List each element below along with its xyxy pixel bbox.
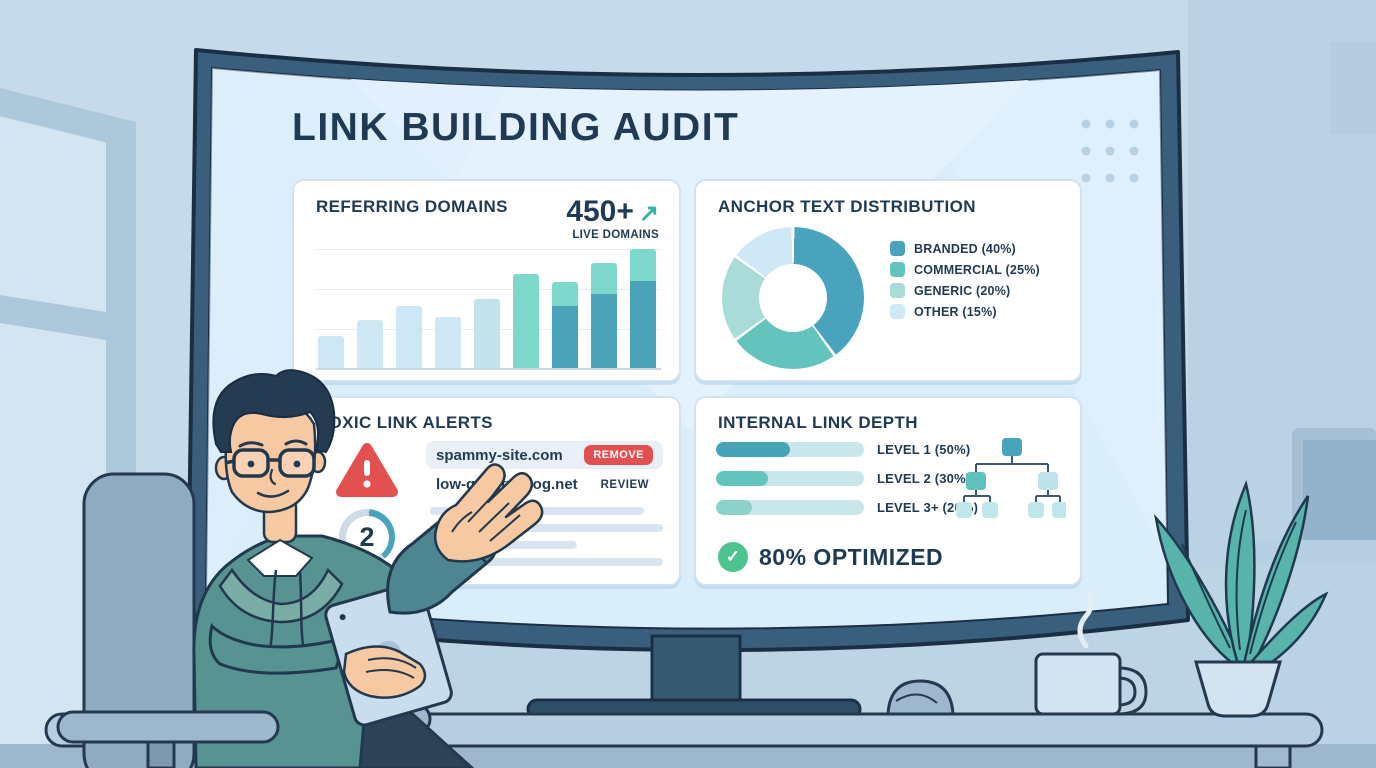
stat-value: 450+	[566, 195, 634, 228]
page-title: LINK BUILDING AUDIT	[292, 106, 740, 149]
legend-swatch	[890, 283, 905, 298]
legend-swatch	[890, 304, 905, 319]
bar-series	[318, 249, 659, 368]
legend-item: BRANDED (40%)	[890, 241, 1040, 256]
depth-bars: LEVEL 1 (50%) LEVEL 2 (30%) LEVEL 3+ (20…	[716, 442, 978, 529]
card-title-referring-domains: REFERRING DOMAINS	[316, 197, 508, 216]
link-tree-diagram	[956, 438, 1066, 518]
toxic-link-row[interactable]: low-quality-blog.net REVIEW	[426, 472, 663, 497]
referring-domains-header: REFERRING DOMAINS 450+ ↗ LIVE DOMAINS	[294, 181, 679, 242]
depth-row: LEVEL 3+ (20%)	[716, 500, 978, 515]
referring-domains-card: REFERRING DOMAINS 450+ ↗ LIVE DOMAINS	[292, 179, 681, 382]
placeholder-text-lines	[426, 507, 663, 566]
progress-track	[716, 442, 864, 457]
internal-link-depth-card: INTERNAL LINK DEPTH LEVEL 1 (50%) LEVEL …	[694, 396, 1082, 586]
anchor-text-card: ANCHOR TEXT DISTRIBUTION BRANDED (40%) C…	[694, 179, 1082, 382]
alert-count-badge: 2	[339, 509, 395, 565]
progress-fill	[716, 500, 752, 515]
background-desk-silhouette	[1240, 42, 1376, 564]
anchor-legend: BRANDED (40%) COMMERCIAL (25%) GENERIC (…	[890, 241, 1040, 325]
anchor-donut-chart	[722, 227, 864, 369]
card-title-internal-depth: INTERNAL LINK DEPTH	[718, 413, 918, 432]
remove-button[interactable]: REMOVE	[584, 445, 653, 465]
legend-item: OTHER (15%)	[890, 304, 1040, 319]
check-icon: ✓	[718, 542, 748, 572]
toxic-link-row[interactable]: spammy-site.com REMOVE	[426, 441, 663, 469]
card-title-toxic-links: TOXIC LINK ALERTS	[318, 413, 493, 432]
progress-track	[716, 500, 864, 515]
toxic-link-alerts-card: TOXIC LINK ALERTS 2 spammy-site.com REMO…	[292, 396, 681, 586]
optimized-status: ✓ 80% OPTIMIZED	[718, 542, 943, 572]
trend-up-icon: ↗	[638, 200, 659, 227]
legend-item: COMMERCIAL (25%)	[890, 262, 1040, 277]
toxic-domain: low-quality-blog.net	[436, 476, 578, 493]
progress-fill	[716, 471, 768, 486]
gridline	[316, 289, 661, 290]
toxic-domain: spammy-site.com	[436, 446, 563, 464]
review-button[interactable]: REVIEW	[600, 478, 649, 491]
stat-label: LIVE DOMAINS	[572, 229, 659, 241]
live-domains-stat: 450+ ↗ LIVE DOMAINS	[566, 197, 659, 242]
card-title-anchor-text: ANCHOR TEXT DISTRIBUTION	[718, 197, 976, 216]
warning-icon	[336, 443, 398, 497]
dot-grid-decoration	[1081, 119, 1139, 183]
progress-track	[716, 471, 864, 486]
legend-swatch	[890, 241, 905, 256]
depth-row: LEVEL 2 (30%)	[716, 471, 978, 486]
referring-domains-bar-chart	[316, 249, 661, 370]
depth-row: LEVEL 1 (50%)	[716, 442, 978, 457]
legend-swatch	[890, 262, 905, 277]
donut-hole	[759, 264, 827, 332]
gridline	[316, 249, 661, 250]
progress-fill	[716, 442, 790, 457]
legend-item: GENERIC (20%)	[890, 283, 1040, 298]
